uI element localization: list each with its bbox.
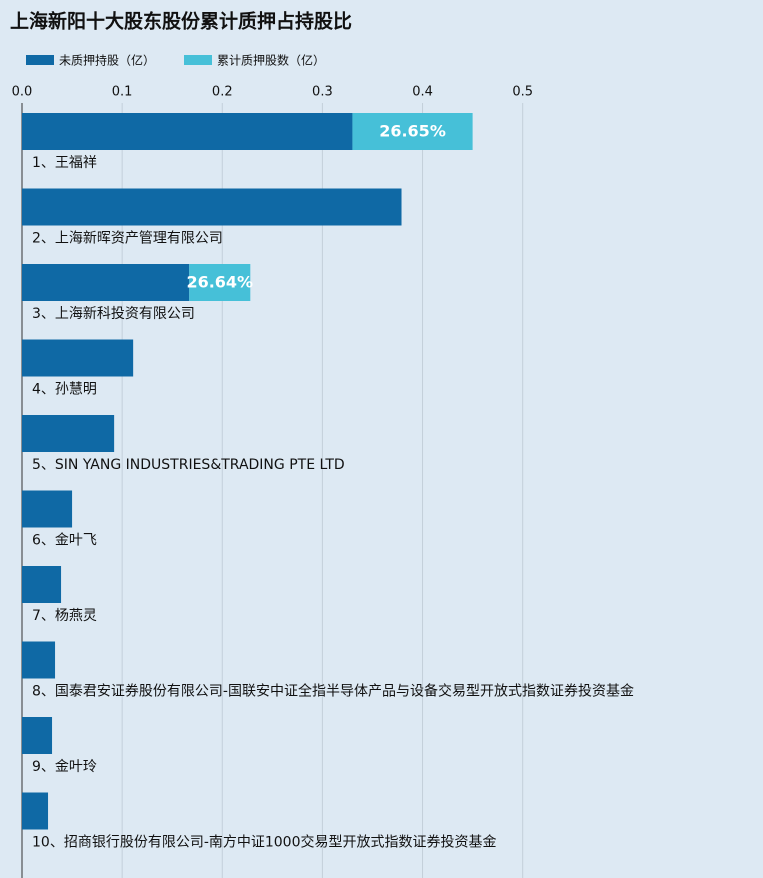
category-label: 9、金叶玲 xyxy=(32,759,97,775)
x-tick-label: 0.1 xyxy=(112,85,133,100)
bar xyxy=(22,264,190,301)
bar xyxy=(22,641,56,679)
x-tick-label: 0.0 xyxy=(12,85,33,100)
bar xyxy=(22,113,353,150)
bar xyxy=(22,415,115,452)
legend-label: 未质押持股（亿） xyxy=(59,53,155,68)
bar xyxy=(22,339,134,377)
bar xyxy=(22,188,402,226)
x-tick-label: 0.2 xyxy=(212,85,233,100)
x-tick-label: 0.4 xyxy=(412,85,433,100)
legend-swatch xyxy=(26,55,54,65)
bar xyxy=(189,264,251,301)
bar xyxy=(22,490,73,528)
category-label: 10、招商银行股份有限公司-南方中证1000交易型开放式指数证券投资基金 xyxy=(32,834,497,851)
category-label: 4、孙慧明 xyxy=(32,382,97,398)
x-tick-label: 0.5 xyxy=(512,85,533,100)
category-label: 3、上海新科投资有限公司 xyxy=(32,306,195,322)
data-label: 26.64% xyxy=(186,273,253,292)
bar xyxy=(22,792,49,830)
legend-swatch xyxy=(184,55,212,65)
category-label: 7、杨燕灵 xyxy=(32,608,97,624)
category-label: 6、金叶飞 xyxy=(32,533,97,549)
bar xyxy=(352,113,473,150)
x-tick-label: 0.3 xyxy=(312,85,333,100)
category-label: 1、王福祥 xyxy=(32,155,97,171)
legend-label: 累计质押股数（亿） xyxy=(217,53,325,68)
category-label: 5、SIN YANG INDUSTRIES&TRADING PTE LTD xyxy=(32,457,345,473)
category-label: 8、国泰君安证券股份有限公司-国联安中证全指半导体产品与设备交易型开放式指数证券… xyxy=(32,683,634,700)
bar xyxy=(22,566,62,603)
chart-title: 上海新阳十大股东股份累计质押占持股比 xyxy=(10,10,352,33)
category-label: 2、上海新晖资产管理有限公司 xyxy=(32,231,223,247)
data-label: 26.65% xyxy=(379,122,446,141)
bar xyxy=(22,717,53,754)
